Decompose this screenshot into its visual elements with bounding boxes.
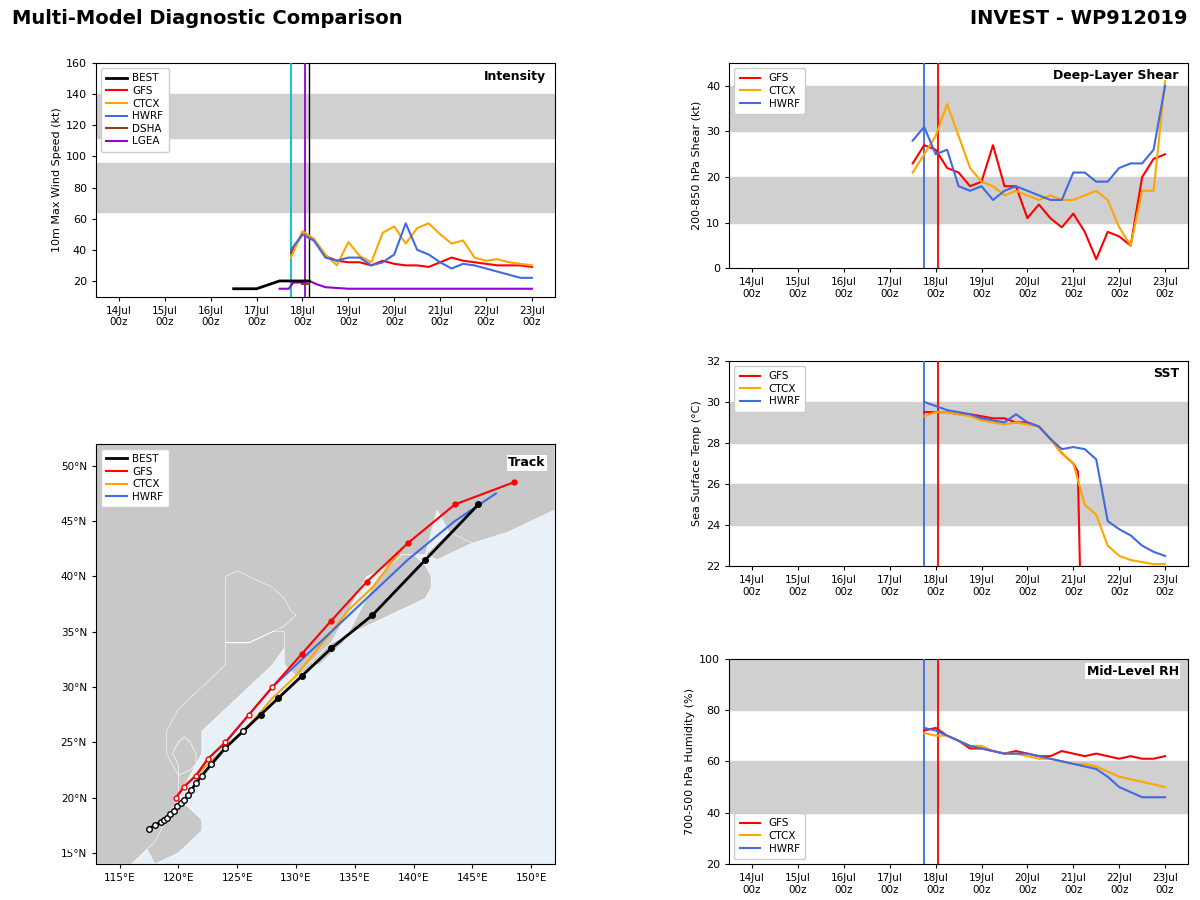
Text: SST: SST [1153, 367, 1178, 380]
Legend: GFS, CTCX, HWRF: GFS, CTCX, HWRF [734, 68, 805, 113]
Text: Intensity: Intensity [484, 70, 546, 83]
Bar [96, 94, 554, 138]
Bar [730, 177, 1188, 222]
Text: Multi-Model Diagnostic Comparison: Multi-Model Diagnostic Comparison [12, 9, 403, 28]
Bar [730, 86, 1188, 131]
Polygon shape [284, 653, 313, 676]
Polygon shape [96, 444, 355, 864]
Polygon shape [296, 554, 431, 676]
Polygon shape [226, 571, 296, 643]
Text: Track: Track [508, 456, 546, 469]
Y-axis label: 700-500 hPa Humidity (%): 700-500 hPa Humidity (%) [685, 688, 695, 835]
Bar [730, 761, 1188, 813]
Y-axis label: 200-850 hPa Shear (kt): 200-850 hPa Shear (kt) [692, 101, 702, 230]
Text: INVEST - WP912019: INVEST - WP912019 [971, 9, 1188, 28]
Bar [730, 659, 1188, 710]
Text: CIRA: CIRA [34, 859, 62, 868]
Legend: GFS, CTCX, HWRF: GFS, CTCX, HWRF [734, 366, 805, 411]
Polygon shape [437, 444, 473, 510]
Text: Mid-Level RH: Mid-Level RH [1087, 665, 1178, 678]
Polygon shape [173, 737, 196, 776]
Polygon shape [96, 444, 554, 864]
Legend: BEST, GFS, CTCX, HWRF, DSHA, LGEA: BEST, GFS, CTCX, HWRF, DSHA, LGEA [101, 68, 169, 151]
Bar [96, 163, 554, 212]
Y-axis label: Sea Surface Temp (°C): Sea Surface Temp (°C) [691, 400, 702, 526]
Bar [730, 402, 1188, 443]
Polygon shape [426, 526, 473, 560]
Y-axis label: 10m Max Wind Speed (kt): 10m Max Wind Speed (kt) [52, 107, 61, 252]
Bar [730, 484, 1188, 525]
Legend: BEST, GFS, CTCX, HWRF: BEST, GFS, CTCX, HWRF [101, 449, 169, 507]
Text: Deep-Layer Shear: Deep-Layer Shear [1054, 69, 1178, 82]
Polygon shape [143, 797, 202, 864]
Legend: GFS, CTCX, HWRF: GFS, CTCX, HWRF [734, 814, 805, 859]
